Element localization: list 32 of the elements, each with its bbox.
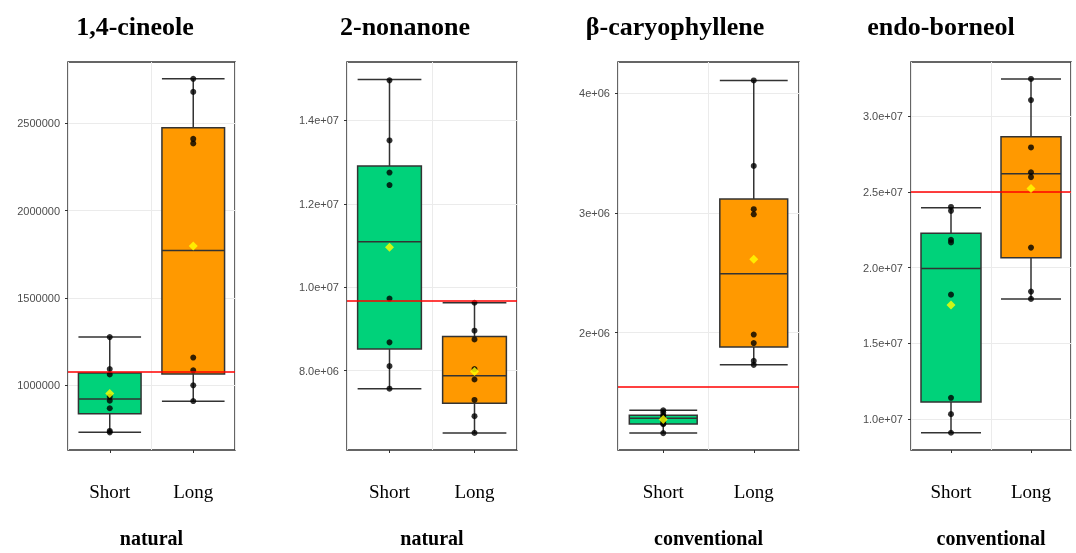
x-tick-label: Long <box>173 481 214 502</box>
y-tick-label: 4e+06 <box>579 87 610 100</box>
y-tick-label: 2.0e+07 <box>862 261 903 274</box>
y-tick-label: 1500000 <box>17 291 60 304</box>
x-tick-label: Short <box>89 481 132 502</box>
x-tick-label: Long <box>1010 481 1052 502</box>
y-tick-label: 1000000 <box>17 379 60 392</box>
y-tick-label: 2500000 <box>17 117 60 130</box>
y-tick-label: 1.5e+07 <box>862 337 903 350</box>
x-axis-title: conventional <box>654 527 764 549</box>
x-axis-title: conventional <box>936 527 1046 549</box>
y-tick-label: 1.4e+07 <box>298 114 339 127</box>
x-axis-title: natural <box>400 527 465 549</box>
x-tick-label: Short <box>368 481 411 502</box>
y-tick-label: 2000000 <box>17 204 60 217</box>
x-tick-label: Short <box>642 481 685 502</box>
y-tick-label: 1.2e+07 <box>298 197 339 210</box>
chart-title: 2-nonanone <box>339 11 471 41</box>
x-axis-title: natural <box>119 527 184 549</box>
chart-title: β-caryophyllene <box>585 11 765 41</box>
y-tick-label: 2.5e+07 <box>862 186 903 199</box>
y-tick-label: 1.0e+07 <box>862 412 903 425</box>
chart-title: endo-borneol <box>867 11 1015 41</box>
y-tick-label: 3e+06 <box>579 206 610 219</box>
y-tick-label: 3.0e+07 <box>862 110 903 123</box>
y-tick-label: 8.0e+06 <box>298 364 339 377</box>
y-tick-label: 1.0e+07 <box>298 281 339 294</box>
y-tick-label: 2e+06 <box>579 326 610 339</box>
x-tick-label: Long <box>454 481 496 502</box>
chart-title: 1,4-cineole <box>76 11 194 41</box>
x-tick-label: Long <box>733 481 775 502</box>
x-tick-label: Short <box>930 481 973 502</box>
